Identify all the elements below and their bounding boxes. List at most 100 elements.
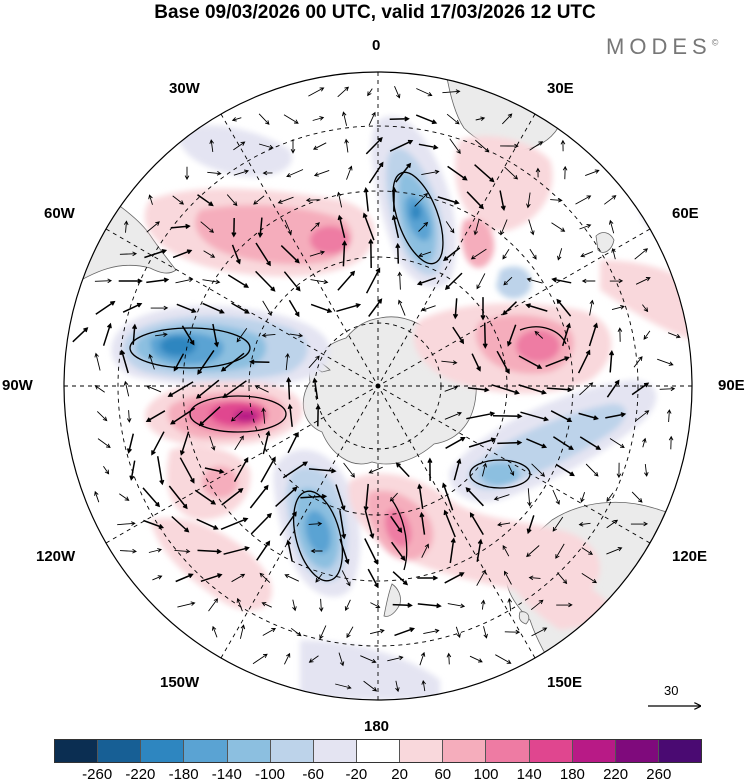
tasmania	[518, 611, 530, 625]
wind-vector	[343, 462, 355, 478]
colorbar-swatch	[55, 740, 99, 762]
wind-vector	[617, 327, 623, 342]
wind-vector	[172, 195, 185, 205]
wind-vector	[209, 435, 216, 451]
wind-vector	[200, 573, 223, 583]
wind-vector	[606, 492, 614, 502]
wind-vector	[416, 277, 436, 286]
wind-vector	[476, 273, 486, 290]
wind-vector	[233, 169, 249, 176]
wind-vector	[341, 570, 351, 587]
wind-vector	[72, 327, 89, 343]
wind-vector	[364, 510, 375, 540]
label-150w: 150W	[160, 674, 200, 691]
label-90e: 90E	[718, 377, 745, 394]
wind-vector	[390, 515, 403, 533]
wind-vector	[480, 599, 486, 610]
wind-vector	[449, 537, 456, 564]
wind-vector	[231, 244, 241, 265]
wind-vector	[285, 352, 290, 371]
wind-vector	[453, 458, 462, 481]
wind-vector	[315, 404, 321, 427]
wind-vector	[421, 543, 429, 558]
wind-vector	[279, 511, 297, 536]
wind-vector	[312, 142, 327, 150]
wind-vector	[611, 305, 625, 311]
wind-vector	[529, 248, 537, 260]
wind-vector	[580, 251, 594, 258]
wind-vector	[418, 251, 432, 258]
wind-vector	[144, 249, 168, 259]
wind-vector	[526, 277, 543, 284]
wind-vector	[211, 625, 218, 638]
wind-vector	[562, 165, 568, 180]
wind-vector	[262, 430, 271, 455]
wind-vector	[419, 651, 426, 666]
wind-vector	[395, 462, 410, 478]
wind-vector	[527, 488, 532, 507]
wind-vector	[550, 410, 573, 423]
wind-vector	[255, 270, 276, 292]
wind-vector	[635, 277, 651, 285]
colorbar-swatch	[572, 740, 616, 762]
wind-vector	[577, 349, 591, 374]
wind-vector	[96, 411, 108, 422]
wind-vector	[394, 627, 415, 637]
wind-vector	[398, 299, 406, 316]
wind-vector	[220, 352, 245, 372]
modes-logo: MODES©	[606, 34, 719, 59]
wind-vector	[119, 251, 138, 257]
wind-vector	[175, 277, 194, 284]
wind-vector	[118, 278, 143, 284]
wind-vector	[579, 436, 602, 450]
wind-vector	[414, 192, 428, 207]
wind-vector	[202, 302, 225, 314]
colorbar-swatch	[658, 740, 702, 762]
wind-vector	[102, 322, 112, 346]
wind-vector	[528, 219, 535, 236]
wind-vector	[528, 575, 541, 581]
wind-vector	[308, 87, 325, 97]
wind-vector	[483, 626, 488, 639]
wind-vector	[227, 274, 250, 288]
wind-vector	[169, 407, 196, 425]
wind-vector	[336, 191, 343, 208]
wind-vector	[103, 466, 110, 475]
wind-vector	[310, 548, 323, 554]
wind-vector	[236, 328, 248, 343]
wind-vector	[560, 139, 566, 152]
wind-vector	[233, 457, 249, 482]
colorbar-swatch	[98, 740, 142, 762]
wind-vector	[200, 221, 215, 233]
wind-vector	[344, 599, 351, 612]
wind-vector	[441, 482, 454, 511]
wind-vector	[659, 386, 676, 392]
wind-vector	[389, 139, 414, 152]
wind-vector	[168, 485, 188, 510]
wind-vector	[150, 305, 169, 311]
wind-vector	[261, 602, 272, 608]
colorbar-swatch	[529, 740, 573, 762]
wind-vector	[495, 654, 512, 664]
wind-vector	[362, 212, 375, 241]
anomaly-field	[111, 116, 692, 700]
wind-vector	[146, 221, 160, 233]
new-zealand	[383, 583, 401, 617]
wind-vector	[126, 433, 135, 454]
wind-vector	[397, 271, 403, 290]
wind-vector	[262, 300, 272, 316]
wind-vector	[634, 248, 649, 260]
wind-vector	[209, 139, 214, 152]
wind-vector	[226, 194, 238, 207]
wind-vector	[447, 603, 466, 609]
wind-vector	[239, 624, 246, 639]
wind-vector	[446, 652, 452, 665]
wind-vector	[525, 303, 548, 312]
wind-vector	[283, 271, 301, 292]
wind-vector	[143, 519, 165, 529]
wind-vector	[197, 349, 215, 375]
wind-vector	[606, 519, 619, 529]
wind-vector	[551, 222, 566, 232]
wind-vector	[418, 143, 439, 150]
